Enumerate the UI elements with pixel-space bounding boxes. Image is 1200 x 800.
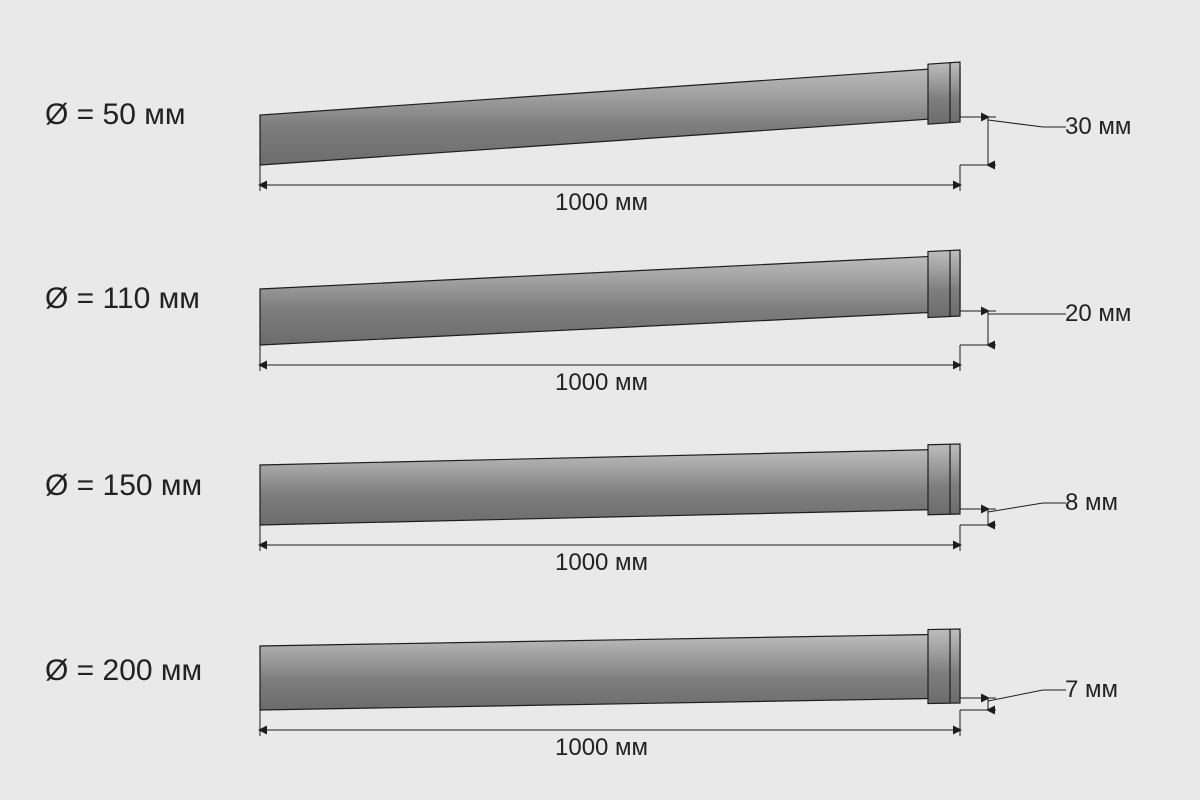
diameter-label: Ø = 200 мм (45, 654, 202, 688)
pipe-socket (928, 629, 960, 704)
pipe-body (260, 449, 960, 525)
length-label: 1000 мм (555, 734, 648, 762)
diameter-label: Ø = 150 мм (45, 469, 202, 503)
pipe-body (260, 67, 960, 165)
length-label: 1000 мм (555, 369, 648, 397)
rise-label: 7 мм (1065, 676, 1118, 704)
pipe-socket (928, 62, 960, 124)
length-label: 1000 мм (555, 549, 648, 577)
pipe-body (260, 634, 960, 710)
diameter-label: Ø = 110 мм (45, 282, 200, 316)
diameter-label: Ø = 50 мм (45, 98, 185, 132)
length-label: 1000 мм (555, 189, 648, 217)
rise-label: 30 мм (1065, 113, 1131, 141)
rise-label: 20 мм (1065, 300, 1131, 328)
pipe-socket (928, 444, 960, 515)
pipe-body (260, 255, 960, 345)
rise-label: 8 мм (1065, 489, 1118, 517)
pipe-socket (928, 250, 960, 318)
